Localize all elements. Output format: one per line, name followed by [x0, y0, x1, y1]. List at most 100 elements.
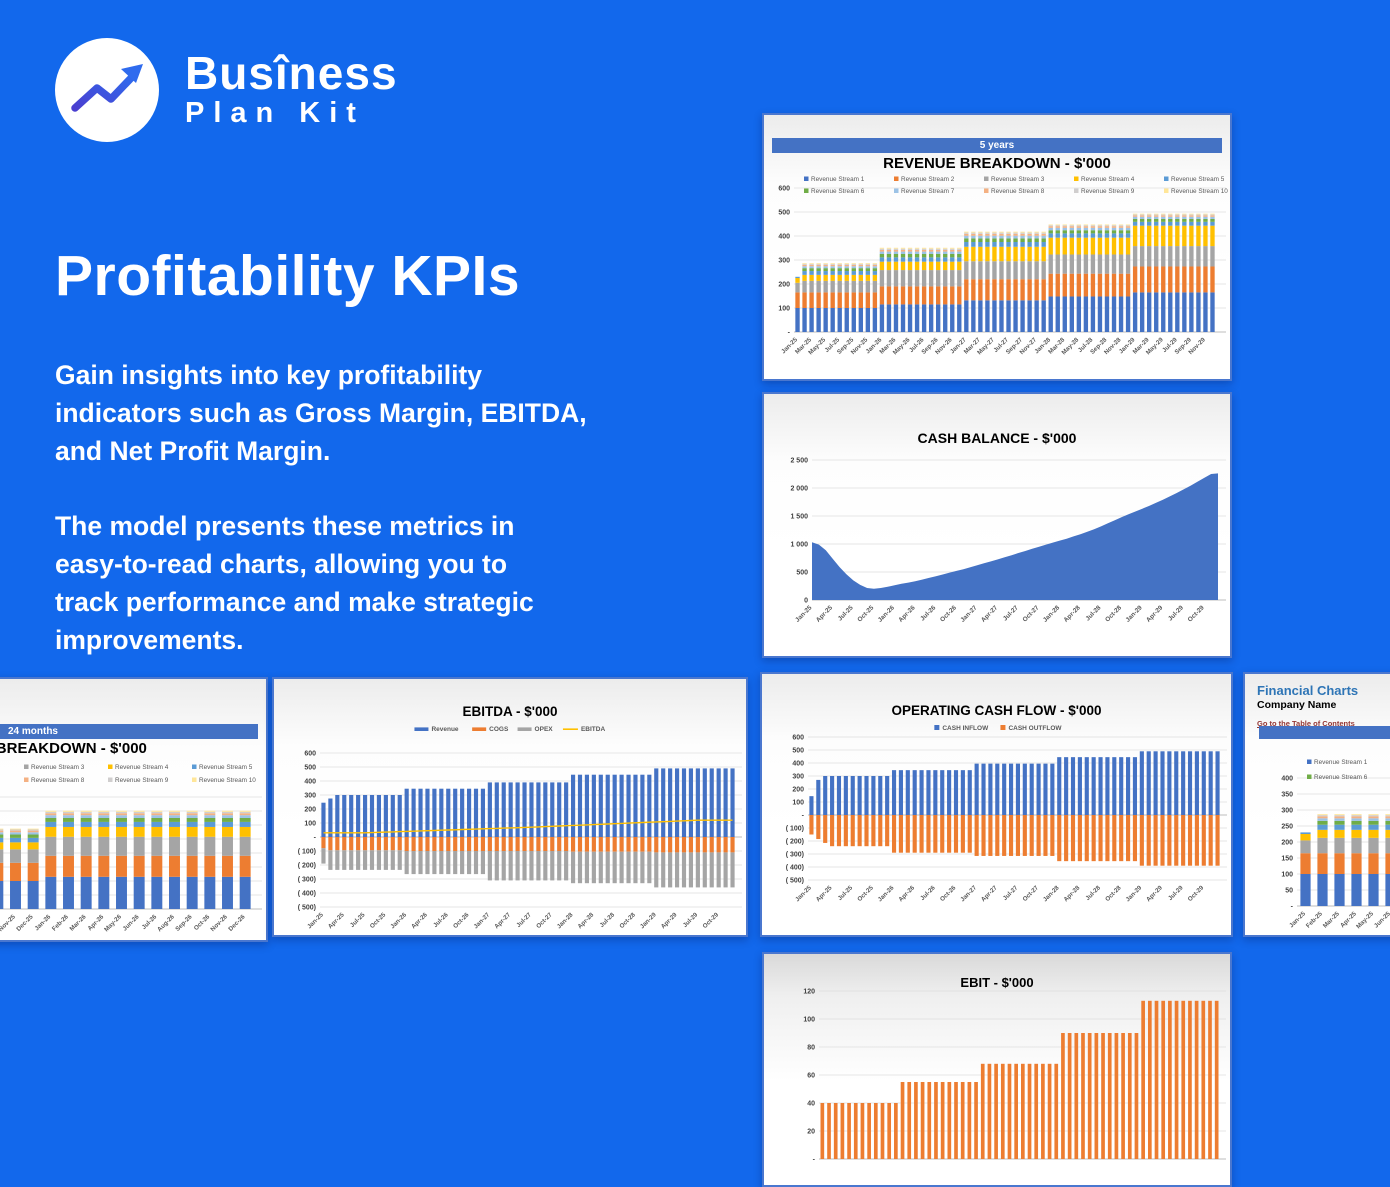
- bar-segment: [830, 263, 835, 265]
- bar-segment: [971, 261, 976, 280]
- bar-segment: [879, 247, 885, 249]
- x-tick-label: Jun-26: [122, 913, 141, 932]
- bar-segment: [921, 251, 927, 254]
- bar-segment: [508, 782, 513, 837]
- bar-segment: [411, 837, 416, 851]
- bar-segment: [362, 837, 368, 851]
- table-of-contents-link[interactable]: Go to the Table of Contents: [1257, 719, 1355, 729]
- bar-segment: [858, 280, 863, 293]
- bar-segment: [63, 876, 74, 909]
- legend-swatch: [1000, 725, 1006, 730]
- bar-segment: [879, 254, 885, 258]
- bar-segment: [858, 266, 863, 269]
- bar-segment: [830, 268, 835, 272]
- bar-segment: [971, 231, 976, 233]
- bar-segment: [536, 851, 541, 881]
- bar-segment: [63, 811, 74, 814]
- bar-segment: [1208, 1000, 1212, 1159]
- bar-segment: [27, 862, 39, 881]
- bar-segment: [0, 837, 4, 843]
- bar-segment: [1034, 233, 1039, 236]
- bar-segment: [992, 233, 997, 236]
- bar-segment: [957, 247, 962, 249]
- bar-segment: [886, 286, 892, 305]
- bar-segment: [584, 774, 590, 837]
- bar-segment: [981, 763, 986, 815]
- bar-segment: [1189, 215, 1194, 217]
- bar-segment: [1368, 816, 1379, 819]
- bar-segment: [1210, 218, 1215, 222]
- x-tick-label: Jul-26: [919, 604, 937, 622]
- legend-label: Revenue Stream 6: [811, 188, 865, 195]
- bar-segment: [964, 242, 969, 247]
- x-tick-label: Oct-26: [939, 884, 958, 903]
- bar-segment: [992, 235, 997, 239]
- bar-segment: [723, 837, 728, 853]
- bar-segment: [1083, 227, 1089, 231]
- bar-segment: [204, 813, 216, 816]
- bar-segment: [80, 821, 92, 827]
- bar-segment: [1334, 815, 1345, 817]
- bar-segment: [933, 770, 938, 815]
- bar-segment: [1118, 224, 1124, 226]
- bar-segment: [1317, 815, 1328, 817]
- bar-segment: [795, 278, 800, 283]
- bar-segment: [1182, 218, 1187, 222]
- legend-label: Revenue Stream 10: [1171, 188, 1228, 195]
- bar-segment: [1020, 232, 1025, 234]
- x-tick-label: Apr-28: [1062, 884, 1081, 903]
- bar-segment: [974, 763, 979, 815]
- bar-segment: [487, 837, 492, 851]
- bar-segment: [843, 776, 848, 815]
- bar-segment: [879, 248, 885, 250]
- bar-segment: [865, 292, 871, 308]
- bar-segment: [1055, 254, 1060, 274]
- bar-segment: [0, 832, 4, 835]
- bar-segment: [816, 308, 821, 332]
- bar-segment: [907, 261, 913, 271]
- bar-segment: [1125, 233, 1131, 238]
- bar-segment: [390, 795, 395, 837]
- period-header-bar: 24 months: [0, 724, 258, 739]
- bar-segment: [1062, 296, 1067, 332]
- bar-segment: [1076, 227, 1082, 231]
- bar-segment: [716, 837, 721, 853]
- legend-label: Revenue Stream 5: [1171, 176, 1225, 183]
- bar-segment: [999, 242, 1004, 247]
- bar-segment: [1139, 266, 1145, 293]
- bar-segment: [1187, 751, 1193, 815]
- y-tick-label: 600: [778, 185, 790, 192]
- bar-segment: [1057, 815, 1062, 862]
- bar-segment: [1104, 296, 1110, 332]
- y-tick-label: -: [1291, 903, 1294, 910]
- legend-label: Revenue Stream 2: [0, 764, 1, 771]
- bar-segment: [928, 251, 934, 254]
- bar-segment: [1062, 226, 1067, 228]
- bar-segment: [222, 815, 233, 818]
- company-name: Company Name: [1257, 699, 1337, 712]
- bar-segment: [321, 848, 326, 864]
- bar-segment: [515, 837, 520, 851]
- bar-segment: [1069, 226, 1074, 228]
- bar-segment: [98, 855, 110, 877]
- bar-segment: [1147, 214, 1152, 216]
- bar-segment: [688, 852, 694, 888]
- bar-segment: [133, 836, 145, 856]
- bar-segment: [1125, 230, 1131, 234]
- bar-segment: [1182, 213, 1187, 215]
- bar-segment: [873, 1103, 878, 1159]
- bar-segment: [186, 855, 198, 877]
- bar-segment: [1006, 235, 1011, 239]
- legend-label: OPEX: [535, 726, 554, 733]
- bar-segment: [1154, 266, 1159, 293]
- bar-segment: [1203, 225, 1208, 247]
- bar-segment: [1201, 1000, 1206, 1159]
- bar-segment: [27, 834, 39, 838]
- bar-segment: [858, 271, 863, 275]
- area-series: [812, 473, 1218, 600]
- legend-swatch: [414, 727, 429, 731]
- bar-segment: [1154, 214, 1159, 216]
- bar-segment: [964, 300, 969, 332]
- trend-arrow-logo-icon: [55, 38, 159, 142]
- bar-segment: [802, 292, 807, 308]
